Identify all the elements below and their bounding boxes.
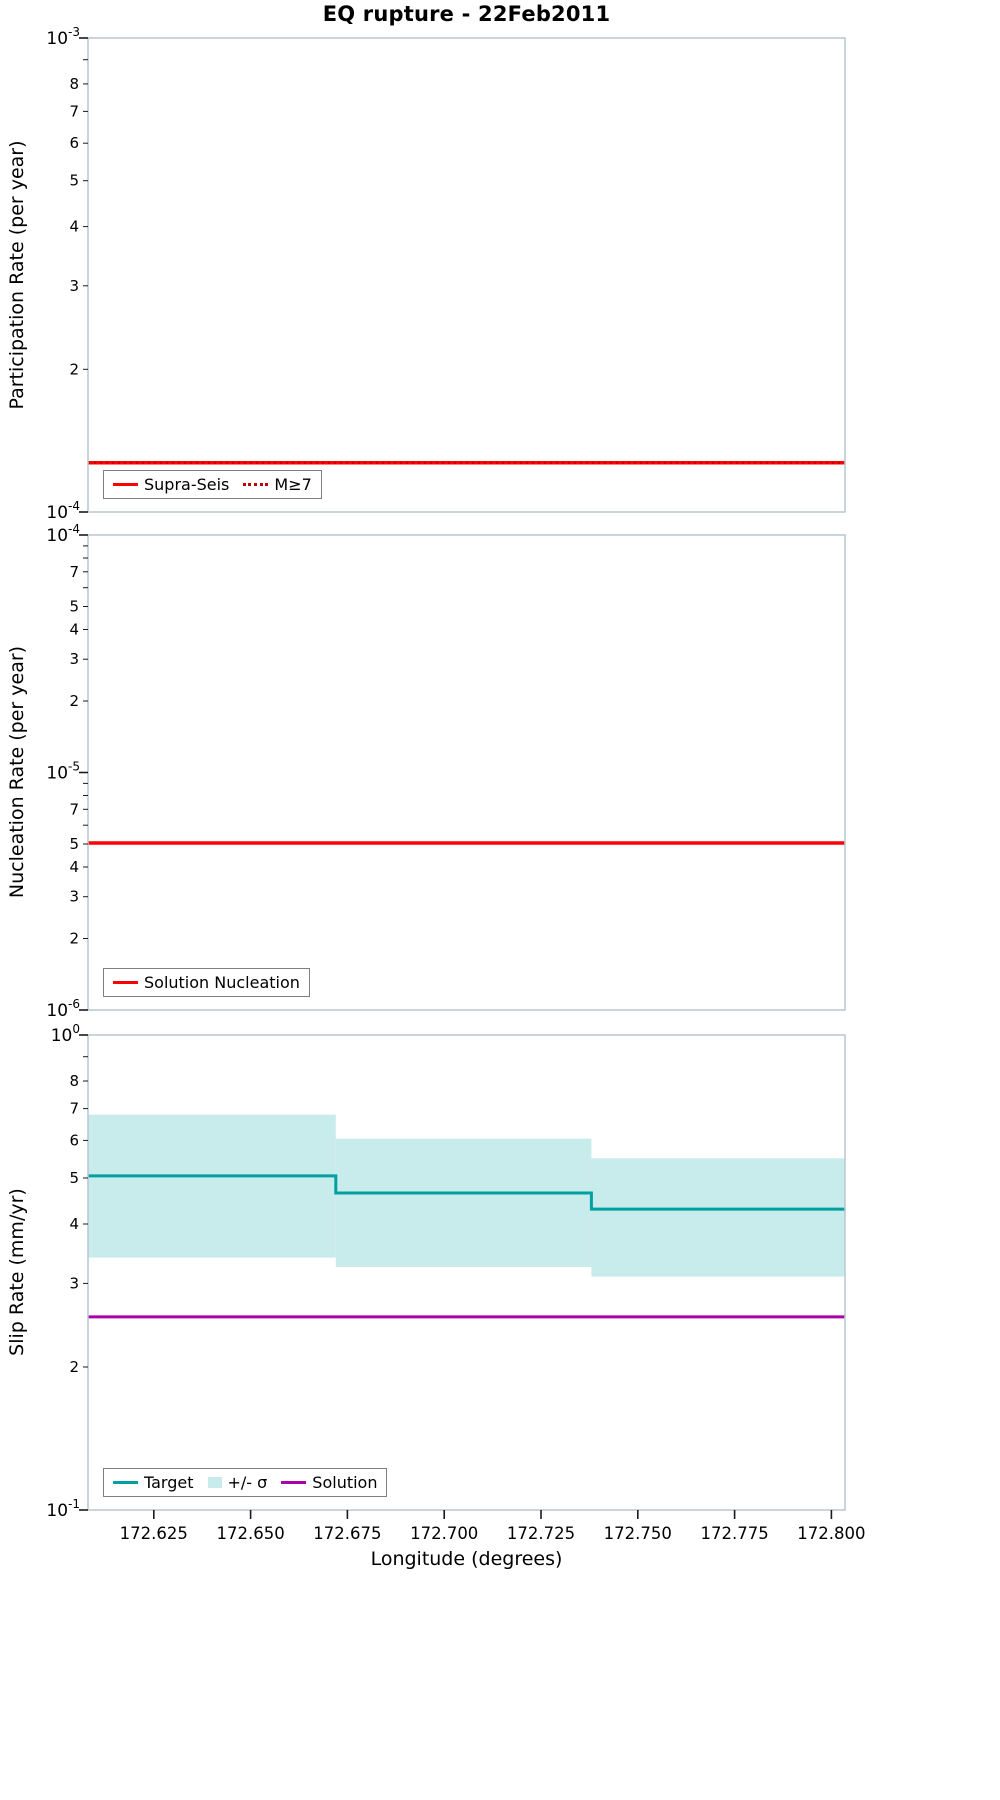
legend-label-solution-nucleation: Solution Nucleation xyxy=(144,973,300,992)
y-major-tick-label: 10-1 xyxy=(46,1497,80,1521)
slip-rate-sigma-band-segment xyxy=(335,1138,592,1267)
y-minor-tick-label: 6 xyxy=(69,134,79,152)
legend-line-sample-solution xyxy=(281,1481,307,1484)
slip-rate-target-step-line xyxy=(88,1174,845,1211)
ylabel-nucleation-rate: Nucleation Rate (per year) xyxy=(6,645,28,899)
legend-line-sample-supra-seis xyxy=(113,483,138,486)
y-minor-tick-label: 4 xyxy=(69,218,79,236)
y-minor-tick-label: 4 xyxy=(69,858,79,876)
y-minor-tick-label: 7 xyxy=(69,563,79,581)
y-minor-tick-label: 7 xyxy=(69,102,79,120)
y-minor-tick-label: 2 xyxy=(69,692,79,710)
y-minor-tick-label: 5 xyxy=(69,1169,79,1187)
y-major-tick-label: 10-6 xyxy=(46,997,80,1021)
x-tick-label: 172.800 xyxy=(797,1524,865,1543)
y-minor-tick-label: 3 xyxy=(69,277,79,295)
legend-label-target: Target xyxy=(144,1473,194,1492)
slip-rate-sigma-band-segment xyxy=(88,1114,336,1258)
legend-dotted-line-sample-m-ge-7 xyxy=(243,483,269,486)
y-major-tick-label: 10-4 xyxy=(46,522,80,546)
x-tick-label: 172.675 xyxy=(313,1524,381,1543)
x-tick-label: 172.775 xyxy=(700,1524,768,1543)
slip-rate-sigma-band-segment xyxy=(591,1158,845,1277)
y-minor-tick-label: 2 xyxy=(69,360,79,378)
y-major-tick-label: 10-5 xyxy=(46,760,80,784)
ylabel-slip-rate: Slip Rate (mm/yr) xyxy=(6,1188,28,1356)
x-tick-label: 172.650 xyxy=(216,1524,284,1543)
legend-patch-sample-sigma-band xyxy=(207,1477,222,1488)
y-minor-tick-label: 7 xyxy=(69,800,79,818)
y-minor-tick-label: 2 xyxy=(69,1358,79,1376)
x-tick-label: 172.700 xyxy=(410,1524,478,1543)
slip-rate-plot-frame xyxy=(87,1034,846,1511)
x-tick-label: 172.625 xyxy=(120,1524,188,1543)
legend-nucleation-rate: Solution Nucleation xyxy=(103,968,310,997)
y-major-tick-label: 10-4 xyxy=(46,499,80,523)
y-minor-tick-label: 4 xyxy=(69,621,79,639)
y-minor-tick-label: 4 xyxy=(69,1215,79,1233)
legend-slip-rate: Target +/- σ Solution xyxy=(103,1468,388,1497)
x-tick-label: 172.725 xyxy=(507,1524,575,1543)
legend-line-sample-solution-nucleation xyxy=(113,981,138,984)
y-minor-tick-label: 3 xyxy=(69,888,79,906)
legend-label-solution: Solution xyxy=(312,1473,378,1492)
y-minor-tick-label: 6 xyxy=(69,1131,79,1149)
y-minor-tick-label: 5 xyxy=(69,598,79,616)
legend-label-supra-seis: Supra-Seis xyxy=(144,475,230,494)
legend-line-sample-target xyxy=(113,1481,138,1484)
nucleation-rate-plot-frame xyxy=(87,534,846,1011)
y-minor-tick-label: 8 xyxy=(69,75,79,93)
xlabel-longitude: Longitude (degrees) xyxy=(370,1548,563,1570)
y-minor-tick-label: 2 xyxy=(69,930,79,948)
y-minor-tick-label: 8 xyxy=(69,1072,79,1090)
y-minor-tick-label: 5 xyxy=(69,172,79,190)
y-minor-tick-label: 5 xyxy=(69,835,79,853)
y-major-tick-label: 100 xyxy=(51,1022,80,1046)
legend-participation-rate: Supra-Seis M≥7 xyxy=(103,470,322,499)
ylabel-participation-rate: Participation Rate (per year) xyxy=(6,140,28,410)
y-minor-tick-label: 7 xyxy=(69,1100,79,1118)
y-minor-tick-label: 3 xyxy=(69,1274,79,1292)
y-minor-tick-label: 3 xyxy=(69,650,79,668)
chart-title: EQ rupture - 22Feb2011 xyxy=(322,2,611,26)
participation-rate-plot-frame xyxy=(87,37,846,513)
legend-label-sigma-band: +/- σ xyxy=(227,1473,268,1492)
y-major-tick-label: 10-3 xyxy=(46,25,80,49)
x-tick-label: 172.750 xyxy=(604,1524,672,1543)
legend-label-m-ge-7: M≥7 xyxy=(274,475,312,494)
